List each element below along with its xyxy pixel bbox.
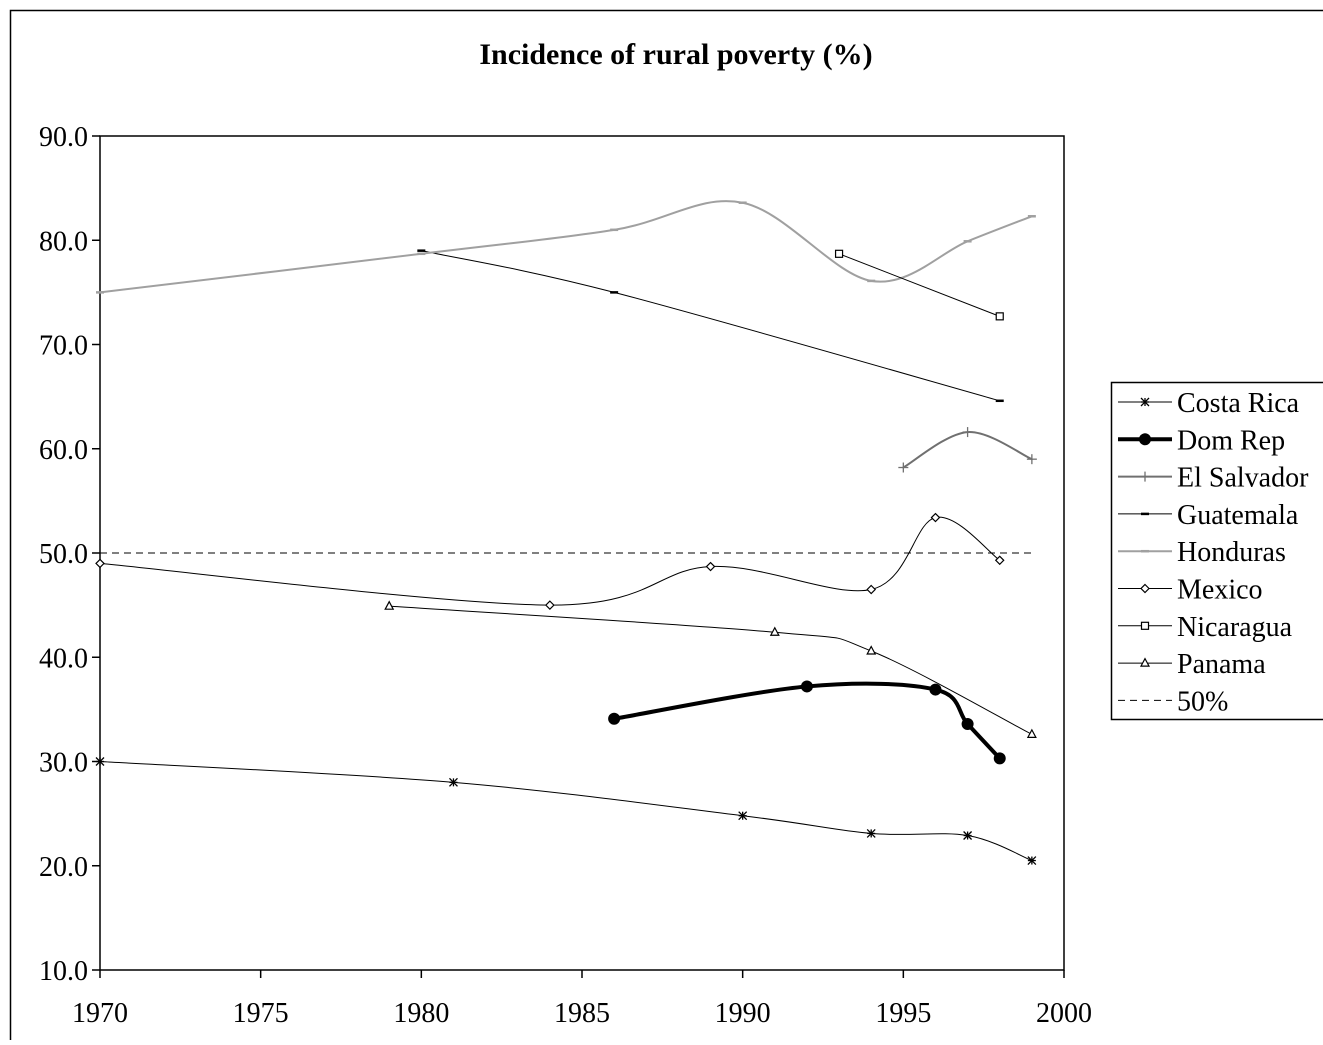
series-honduras bbox=[96, 201, 1036, 292]
data-point-mexico bbox=[931, 514, 939, 522]
data-point-costa-rica bbox=[867, 829, 875, 837]
data-point-costa-rica bbox=[96, 758, 104, 766]
data-point-nicaragua bbox=[996, 313, 1003, 320]
data-point-dom-rep bbox=[609, 713, 620, 724]
legend-label: El Salvador bbox=[1177, 463, 1309, 494]
x-tick-label: 1975 bbox=[233, 998, 289, 1029]
x-tick-label: 1995 bbox=[875, 998, 931, 1029]
legend-label: 50% bbox=[1177, 686, 1228, 717]
series-guatemala bbox=[417, 251, 1003, 401]
data-point-costa-rica bbox=[739, 812, 747, 820]
legend-label: Nicaragua bbox=[1177, 612, 1293, 643]
data-point-nicaragua bbox=[836, 250, 843, 257]
legend-marker-dom-rep bbox=[1140, 434, 1151, 445]
data-point-mexico bbox=[707, 563, 715, 571]
series-line-dom-rep bbox=[614, 684, 1000, 759]
series-dom-rep bbox=[609, 681, 1006, 764]
x-axis: 1970 1975 1980 1985 1990 1995 2000 bbox=[72, 970, 1092, 1029]
legend-label: Mexico bbox=[1177, 575, 1263, 606]
series-layer bbox=[96, 201, 1037, 864]
series-costa-rica bbox=[96, 758, 1036, 865]
data-point-costa-rica bbox=[449, 778, 457, 786]
data-point-mexico bbox=[546, 601, 554, 609]
data-point-panama bbox=[385, 602, 393, 610]
y-tick-label: 80.0 bbox=[39, 226, 88, 257]
x-tick-label: 1990 bbox=[715, 998, 771, 1029]
data-point-dom-rep bbox=[962, 718, 973, 729]
series-line-el-salvador bbox=[903, 432, 1032, 468]
series-line-panama bbox=[389, 606, 1032, 734]
y-tick-label: 50.0 bbox=[39, 539, 88, 570]
legend-label: Dom Rep bbox=[1177, 425, 1285, 456]
data-point-dom-rep bbox=[801, 681, 812, 692]
data-point-costa-rica bbox=[964, 832, 972, 840]
y-axis: 10.0 20.0 30.0 40.0 50.0 60.0 70.0 80.0 90.0 bbox=[39, 122, 100, 987]
legend: Costa Rica Dom Rep El Salvador Guatemala Hon… bbox=[1112, 383, 1323, 720]
x-tick-label: 1985 bbox=[554, 998, 610, 1029]
data-point-panama bbox=[1028, 730, 1036, 738]
series-line-costa-rica bbox=[100, 762, 1032, 861]
series-mexico bbox=[96, 514, 1004, 610]
series-line-honduras bbox=[100, 201, 1032, 292]
y-tick-label: 20.0 bbox=[39, 852, 88, 883]
x-tick-label: 1970 bbox=[72, 998, 128, 1029]
y-tick-label: 30.0 bbox=[39, 748, 88, 779]
legend-marker-nicaragua bbox=[1142, 622, 1149, 629]
data-point-mexico bbox=[867, 585, 875, 593]
x-tick-label: 1980 bbox=[393, 998, 449, 1029]
legend-label: Panama bbox=[1177, 649, 1266, 680]
data-point-dom-rep bbox=[994, 753, 1005, 764]
series-panama bbox=[385, 602, 1036, 738]
data-point-costa-rica bbox=[1028, 857, 1036, 865]
y-tick-label: 90.0 bbox=[39, 122, 88, 153]
y-tick-label: 70.0 bbox=[39, 331, 88, 362]
data-point-mexico bbox=[96, 559, 104, 567]
data-point-el-salvador bbox=[963, 427, 973, 437]
series-line-nicaragua bbox=[839, 254, 1000, 317]
data-point-dom-rep bbox=[930, 684, 941, 695]
series-line-mexico bbox=[100, 517, 1000, 605]
y-tick-label: 40.0 bbox=[39, 643, 88, 674]
chart-title: Incidence of rural poverty (%) bbox=[479, 38, 872, 71]
x-tick-label: 2000 bbox=[1036, 998, 1092, 1029]
legend-marker-costa-rica bbox=[1141, 398, 1149, 406]
legend-label: Honduras bbox=[1177, 537, 1286, 568]
legend-label: Costa Rica bbox=[1177, 388, 1300, 419]
series-nicaragua bbox=[836, 250, 1004, 320]
series-el-salvador bbox=[898, 427, 1037, 472]
y-tick-label: 60.0 bbox=[39, 435, 88, 466]
y-tick-label: 10.0 bbox=[39, 956, 88, 987]
legend-label: Guatemala bbox=[1177, 500, 1299, 531]
data-point-el-salvador bbox=[898, 463, 908, 473]
data-point-el-salvador bbox=[1027, 454, 1037, 464]
